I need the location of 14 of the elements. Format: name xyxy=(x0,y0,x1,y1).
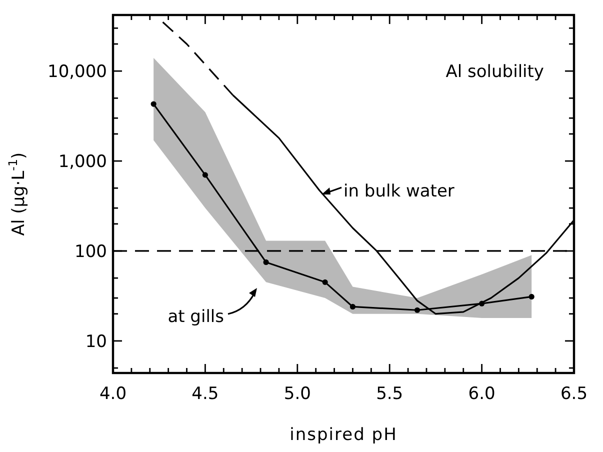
x-tick-label: 6.5 xyxy=(560,384,588,404)
y-tick-label: 10 xyxy=(85,332,107,352)
x-tick-label: 4.0 xyxy=(99,384,127,404)
y-tick-label: 10,000 xyxy=(48,62,107,82)
y-tick-label: 1,000 xyxy=(58,152,107,172)
y-tick-label: 100 xyxy=(74,242,107,262)
x-axis-title: inspired pH xyxy=(290,425,398,445)
x-tick-label: 5.5 xyxy=(376,384,404,404)
annotation: Al solubility xyxy=(446,62,544,82)
x-tick-label: 6.0 xyxy=(468,384,496,404)
annotation: in bulk water xyxy=(344,181,454,202)
annotation: at gills xyxy=(168,306,224,327)
x-tick-label: 4.5 xyxy=(192,384,219,404)
x-tick-label: 5.0 xyxy=(284,384,311,404)
